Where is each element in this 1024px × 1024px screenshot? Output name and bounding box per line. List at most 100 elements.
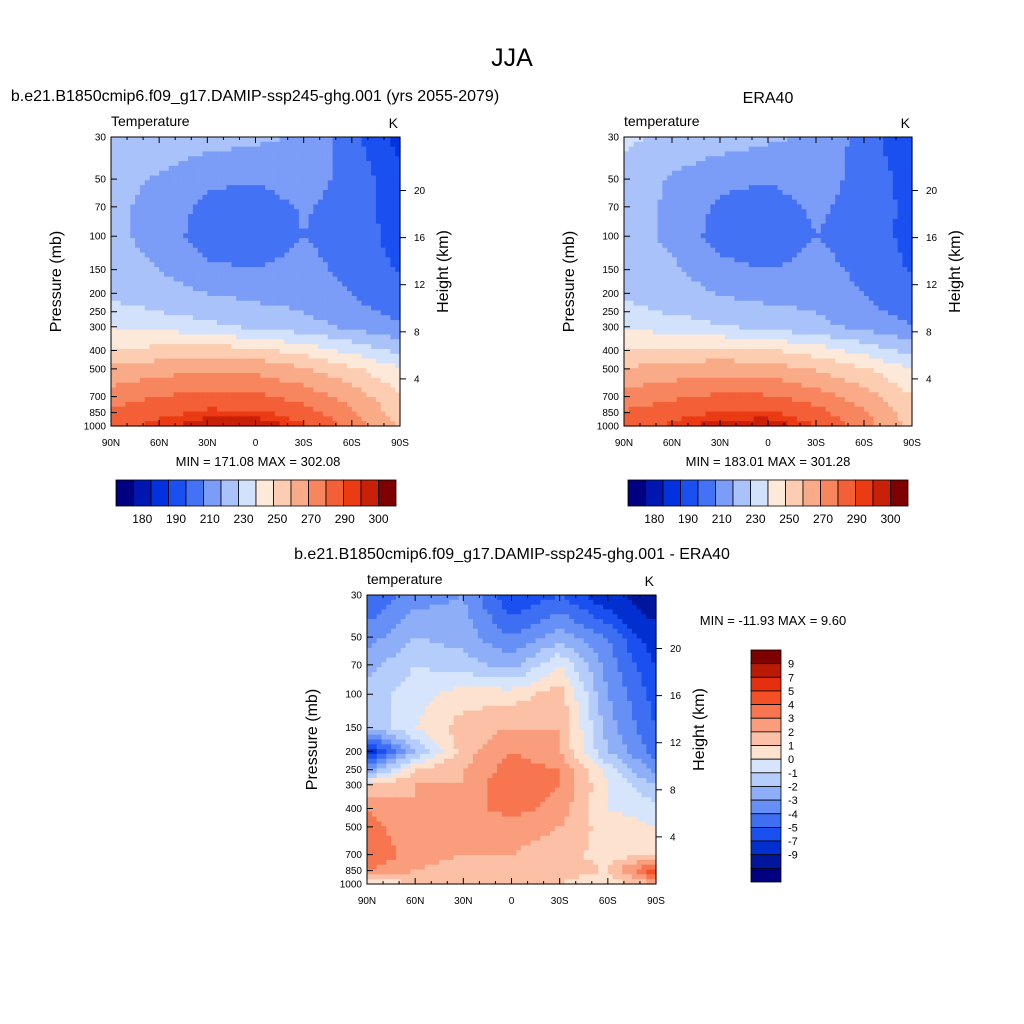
colorbar-swatch [837,479,856,507]
colorbar-swatch [627,479,646,507]
pressure-tick-label: 70 [608,202,620,213]
colorbar-swatch [308,479,327,507]
colorbar-label: 290 [847,512,867,526]
colorbar-swatch [220,479,239,507]
pressure-tick-label: 1000 [340,880,363,891]
height-tick-label: 12 [926,280,938,291]
lat-tick-label: 30N [711,438,729,449]
pressure-tick-label: 700 [602,392,619,403]
colorbar-swatch [133,479,152,507]
colorbar-label: -9 [788,850,798,862]
pressure-tick-label: 700 [89,392,106,403]
lat-tick-label: 60S [343,438,361,449]
colorbar-label: -3 [788,795,798,807]
pressure-tick-label: 400 [89,346,106,357]
colorbar-label: -4 [788,809,798,821]
lat-tick-label: 60S [855,438,873,449]
y-axis-title: Pressure (mb) [48,231,65,332]
colorbar-swatch [238,479,257,507]
colorbar-swatch [203,479,222,507]
colorbar-model: 180 190 210 230 250 270 290 300 [115,479,397,526]
colorbar-swatch [890,479,909,507]
colorbar-swatch [750,758,782,774]
min-max-label: MIN = 183.01 MAX = 301.28 [686,454,851,469]
colorbar-label: 5 [788,686,794,698]
colorbar-swatch [343,479,362,507]
height-tick-label: 16 [926,233,938,244]
contour-field [367,595,657,885]
y-axis-right-title: Height (km) [435,230,452,313]
contour-field [111,137,401,427]
colorbar-swatch [750,676,782,692]
lat-tick-label: 60N [150,438,168,449]
units-label: K [389,115,399,131]
variable-label: Temperature [111,113,190,129]
lat-tick-label: 90N [615,438,633,449]
colorbar-swatch [732,479,751,507]
pressure-tick-label: 100 [345,690,362,701]
colorbar-label: 300 [368,512,388,526]
colorbar-label: 7 [788,672,794,684]
colorbar-swatch [855,479,874,507]
lat-tick-label: 90S [903,438,921,449]
height-tick-label: 20 [670,644,682,655]
pressure-tick-label: 850 [89,408,106,419]
units-label: K [901,115,911,131]
pressure-tick-label: 250 [89,307,106,318]
min-max-label: MIN = -11.93 MAX = 9.60 [700,613,846,628]
colorbar-swatch [750,786,782,801]
colorbar-swatch [168,479,187,507]
pressure-tick-label: 300 [602,322,619,333]
colorbar-swatch [802,479,821,507]
colorbar-label: -2 [788,781,798,793]
colorbar-label: 210 [712,512,732,526]
colorbar-swatch [645,479,664,507]
height-tick-label: 8 [670,785,676,796]
pressure-tick-label: 50 [95,175,107,186]
height-tick-label: 4 [670,832,676,843]
colorbar-label: 290 [335,512,355,526]
pressure-tick-label: 300 [345,780,362,791]
lat-tick-label: 30S [807,438,825,449]
pressure-tick-label: 150 [602,265,619,276]
colorbar-swatch [750,745,782,760]
colorbar-swatch [750,827,782,842]
pressure-tick-label: 30 [608,133,620,144]
colorbar-swatch [767,479,786,507]
lat-tick-label: 0 [509,896,515,907]
colorbar-label: 190 [678,512,698,526]
lat-tick-label: 90S [391,438,409,449]
pressure-tick-label: 250 [602,307,619,318]
y-axis-right-title: Height (km) [691,688,708,771]
colorbar-swatch [750,704,782,719]
colorbar-label: 2 [788,727,794,739]
colorbar-label: 230 [745,512,765,526]
pressure-tick-label: 30 [95,133,107,144]
colorbar-label: 210 [200,512,220,526]
pressure-tick-label: 400 [602,346,619,357]
colorbar-swatch [255,479,274,507]
pressure-tick-label: 400 [345,804,362,815]
panel-diff: b.e21.B1850cmip6.f09_g17.DAMIP-ssp245-gh… [294,546,846,907]
colorbar-label: -7 [788,836,798,848]
lat-tick-label: 30S [551,896,569,907]
colorbar-label: 250 [267,512,287,526]
y-axis-right-title: Height (km) [947,230,964,313]
colorbar-label: 0 [788,754,794,766]
lat-tick-label: 90S [647,896,665,907]
colorbar-label: 3 [788,713,794,725]
colorbar-label: 4 [788,700,794,712]
colorbar-diff: 97 5 43 2 10 -1-2 -3 -4-5 -7 -9 [750,649,798,883]
pressure-tick-label: 500 [345,822,362,833]
colorbar-swatch [750,854,782,869]
pressure-tick-label: 850 [345,866,362,877]
colorbar-swatch [680,479,699,507]
panel-model: b.e21.B1850cmip6.f09_g17.DAMIP-ssp245-gh… [11,88,499,469]
colorbar-swatch [273,479,292,507]
lat-tick-label: 60S [599,896,617,907]
colorbar-swatch [785,479,804,507]
pressure-tick-label: 850 [602,408,619,419]
colorbar-swatch [750,479,769,507]
height-tick-label: 16 [670,691,682,702]
lat-tick-label: 0 [253,438,259,449]
